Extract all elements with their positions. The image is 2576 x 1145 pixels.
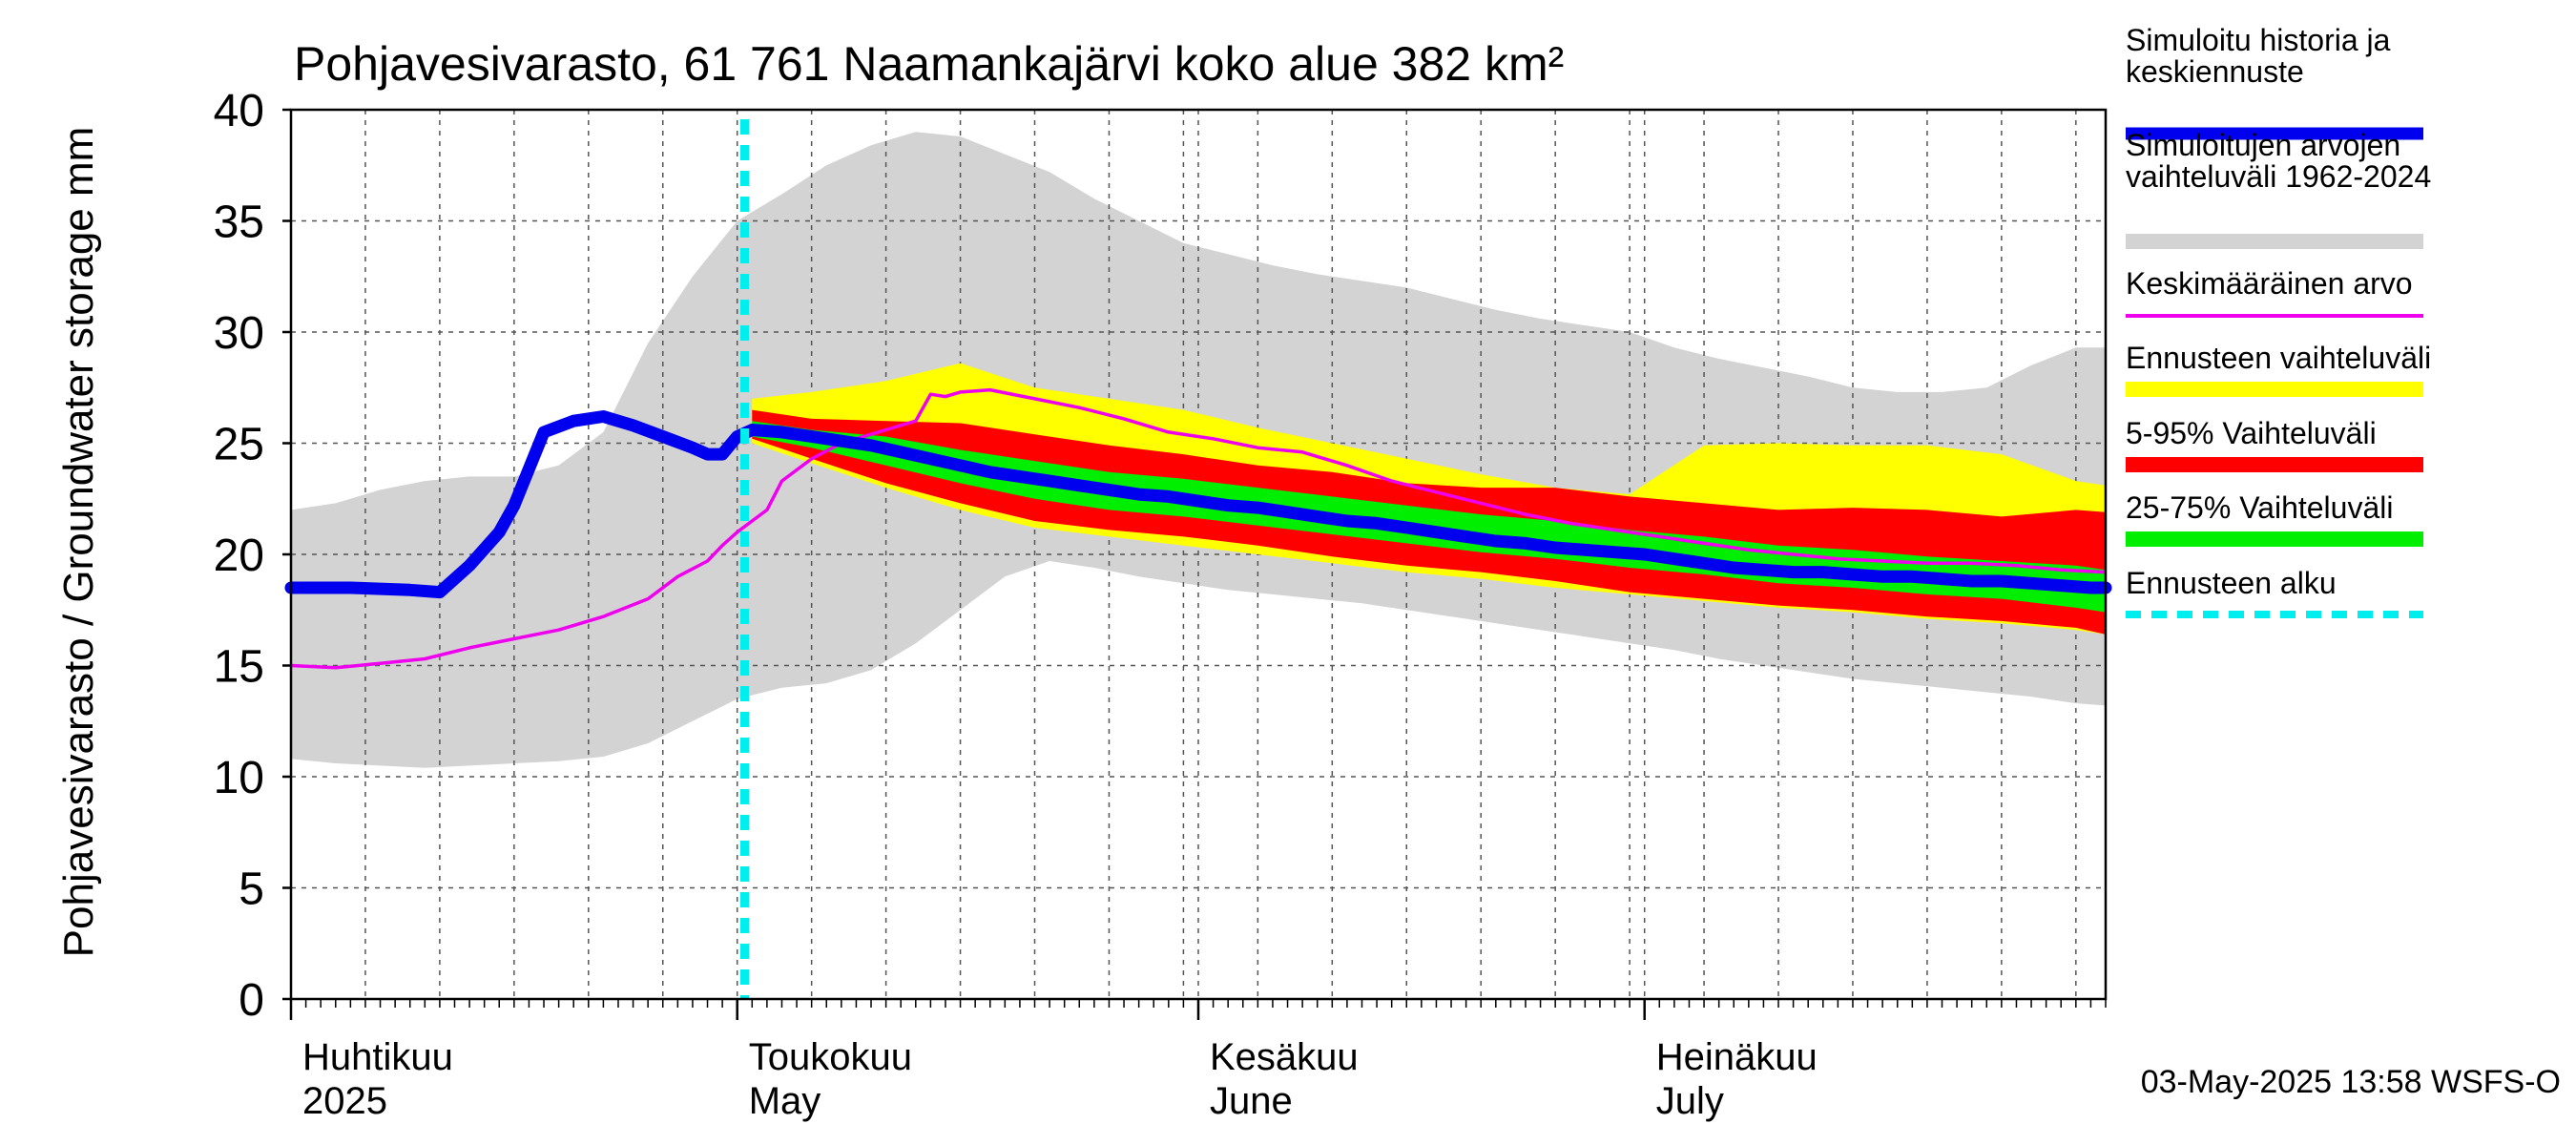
y-tick-label: 15 <box>214 642 264 693</box>
legend-label-range: vaihteluväli 1962-2024 <box>2126 159 2431 194</box>
x-month-label-fi: Toukokuu <box>749 1036 912 1078</box>
y-tick-label: 0 <box>239 975 264 1026</box>
legend-label-sim: keskiennuste <box>2126 54 2304 89</box>
y-tick-label: 5 <box>239 864 264 915</box>
legend-label-fc: Ennusteen vaihteluväli <box>2126 341 2431 375</box>
series-lines <box>284 119 2112 999</box>
legend-label-start: Ennusteen alku <box>2126 566 2337 600</box>
mean-value-line <box>290 387 2107 670</box>
legend-label-p25_75: 25-75% Vaihteluväli <box>2126 490 2393 525</box>
simulated-forecast-line <box>284 410 2112 599</box>
y-tick-label: 25 <box>214 420 264 470</box>
x-month-label-fi: Huhtikuu <box>302 1036 453 1078</box>
legend-label-mean: Keskimääräinen arvo <box>2126 266 2413 301</box>
legend-label-sim: Simuloitu historia ja <box>2126 23 2391 57</box>
axes <box>282 108 2108 1020</box>
chart-title: Pohjavesivarasto, 61 761 Naamankajärvi k… <box>294 37 1564 91</box>
y-axis-label: Pohjavesivarasto / Groundwater storage m… <box>55 127 102 958</box>
x-month-label-en: June <box>1210 1080 1293 1122</box>
x-month-label-fi: Heinäkuu <box>1656 1036 1818 1078</box>
y-tick-label: 35 <box>214 198 264 248</box>
x-month-label-en: May <box>749 1080 821 1122</box>
y-tick-labels: 0 5 10 15 20 25 30 35 40 <box>214 86 264 1026</box>
x-month-label-en: July <box>1656 1080 1724 1122</box>
y-tick-label: 20 <box>214 531 264 581</box>
legend-label-p5_95: 5-95% Vaihteluväli <box>2126 416 2377 450</box>
timestamp-label: 03-May-2025 13:58 WSFS-O <box>2141 1064 2561 1100</box>
y-tick-label: 40 <box>214 86 264 136</box>
legend-label-range: Simuloitujen arvojen <box>2126 128 2400 162</box>
y-tick-label: 10 <box>214 753 264 803</box>
x-month-label-en: 2025 <box>302 1080 387 1122</box>
y-tick-label: 30 <box>214 308 264 359</box>
x-month-label-fi: Kesäkuu <box>1210 1036 1359 1078</box>
